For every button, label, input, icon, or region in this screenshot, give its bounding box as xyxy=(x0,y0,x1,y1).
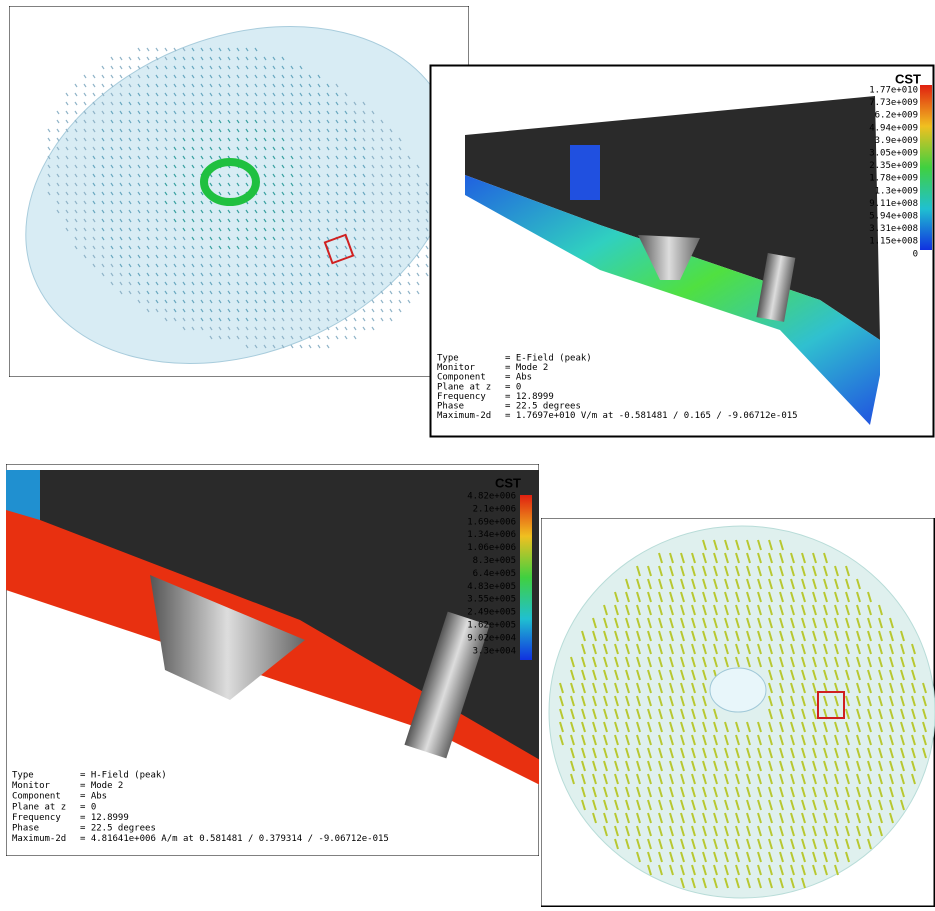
info-value: = Mode 2 xyxy=(505,363,548,373)
post xyxy=(570,145,600,200)
legend-label: 3.31e+008 xyxy=(869,224,918,234)
legend-label: 4.94e+009 xyxy=(869,123,918,133)
info-key: Plane at z xyxy=(12,802,66,812)
info-value: = 0 xyxy=(505,382,521,392)
legend-label: 1.78e+009 xyxy=(869,174,918,184)
info-value: = Abs xyxy=(80,792,107,802)
info-key: Monitor xyxy=(12,781,51,791)
info-value: = 1.7697e+010 V/m at -0.581481 / 0.165 /… xyxy=(505,411,798,421)
panel-e-field-3d xyxy=(0,0,505,425)
color-bar xyxy=(520,495,532,660)
legend-label: 1.69e+006 xyxy=(467,517,516,527)
legend-label: 8.3e+005 xyxy=(473,556,516,566)
info-value: = Mode 2 xyxy=(80,781,123,791)
info-value: = 22.5 degrees xyxy=(80,824,156,834)
legend-label: 6.4e+005 xyxy=(473,569,516,579)
panel-e-field-2d: CST 1.77e+010 7.73e+009 6.2e+009 4.94e+009 3… xyxy=(431,66,934,437)
info-value: = 4.81641e+006 A/m at 0.581481 / 0.37931… xyxy=(80,834,389,844)
legend-label: 1.15e+008 xyxy=(869,237,918,247)
info-value: = 22.5 degrees xyxy=(505,402,581,412)
legend-label: 3.05e+009 xyxy=(869,149,918,159)
logo: CST xyxy=(495,475,521,490)
legend-label: 4.82e+006 xyxy=(467,492,516,502)
legend-label: 2.35e+009 xyxy=(869,161,918,171)
legend-label: 6.2e+009 xyxy=(875,111,918,121)
legend-label: 2.1e+006 xyxy=(473,504,516,514)
info-key: Component xyxy=(12,792,61,802)
info-key: Plane at z xyxy=(437,382,491,392)
info-value: = Abs xyxy=(505,373,532,383)
legend-label: 9.02e+004 xyxy=(467,633,516,643)
info-key: Frequency xyxy=(437,392,486,402)
legend-label: 0 xyxy=(913,249,918,259)
info-key: Monitor xyxy=(437,363,476,373)
info-value: = 0 xyxy=(80,802,96,812)
panel-h-field-2d: CST 4.82e+006 2.1e+006 1.69e+006 1.34e+006 1… xyxy=(6,464,541,857)
panel-h-field-3d xyxy=(541,518,935,907)
info-key: Component xyxy=(437,373,486,383)
info-value: = 12.8999 xyxy=(505,392,554,402)
info-key: Maximum-2d xyxy=(437,411,491,421)
info-key: Maximum-2d xyxy=(12,834,66,844)
legend-label: 3.3e+004 xyxy=(473,646,516,656)
legend-label: 1.77e+010 xyxy=(869,86,918,96)
legend-label: 4.83e+005 xyxy=(467,582,516,592)
legend-label: 1.62e+005 xyxy=(467,621,516,631)
legend-label: 1.34e+006 xyxy=(467,530,516,540)
legend-label: 1.06e+006 xyxy=(467,543,516,553)
info-value: = H-Field (peak) xyxy=(80,771,167,781)
info-key: Phase xyxy=(12,824,39,834)
info-value: = E-Field (peak) xyxy=(505,354,592,364)
info-key: Type xyxy=(12,771,34,781)
feed xyxy=(710,668,766,712)
legend-label: 7.73e+009 xyxy=(869,98,918,108)
info-key: Type xyxy=(437,354,459,364)
info-key: Frequency xyxy=(12,813,61,823)
info-value: = 12.8999 xyxy=(80,813,129,823)
legend-label: 3.9e+009 xyxy=(875,136,918,146)
legend-label: 9.11e+008 xyxy=(869,199,918,209)
legend-label: 1.3e+009 xyxy=(875,186,918,196)
color-bar xyxy=(920,85,932,250)
legend-label: 2.49e+005 xyxy=(467,608,516,618)
info-key: Phase xyxy=(437,402,464,412)
logo: CST xyxy=(895,71,921,86)
legend-label: 3.55e+005 xyxy=(467,595,516,605)
legend-label: 5.94e+008 xyxy=(869,212,918,222)
